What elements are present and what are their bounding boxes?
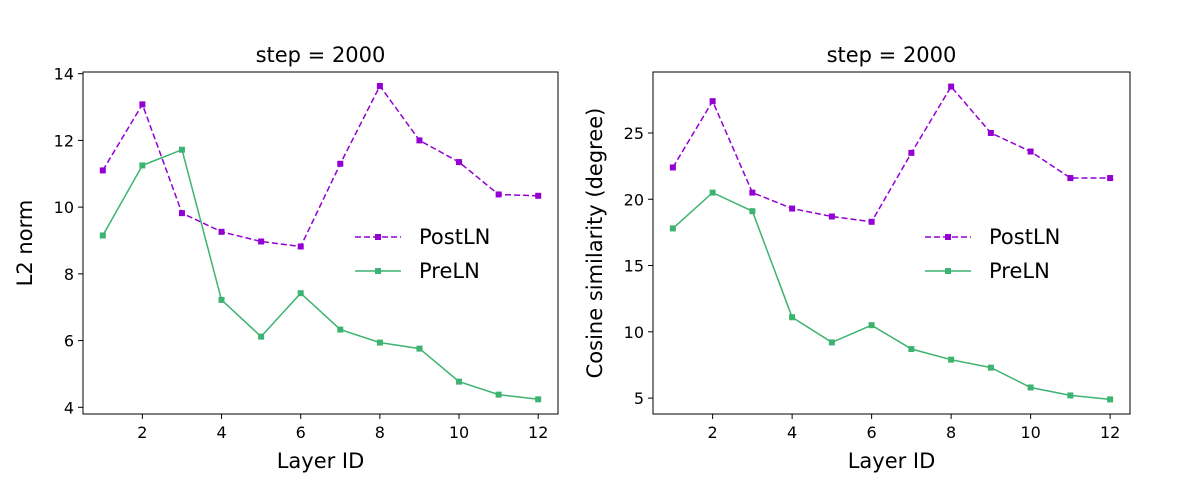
- chart-1-preln-point: [709, 189, 716, 196]
- chart-1-postln-point: [709, 98, 716, 105]
- chart-1-postln-point: [669, 164, 676, 171]
- chart-1-postln-point: [987, 129, 994, 136]
- chart-0-y-tick-label: 10: [54, 198, 74, 217]
- chart-1-y-tick-label: 15: [624, 257, 644, 276]
- chart-0-preln-point: [139, 162, 146, 169]
- chart-0-y-tick-label: 8: [64, 265, 74, 284]
- chart-0-postln-point: [99, 167, 106, 174]
- chart-1-preln-point: [868, 322, 875, 329]
- chart-1-postln-point: [1027, 148, 1034, 155]
- right-chart: step = 2000 2 4 6 8 10 12 5 10 15 20 25 Layer ID Cosi…: [583, 43, 1131, 473]
- chart-1-postln-point: [828, 213, 835, 220]
- chart-0-postln-point: [456, 159, 463, 166]
- chart-1-preln-point: [1027, 384, 1034, 391]
- chart-0-title: step = 2000: [256, 43, 386, 67]
- chart-0-postln-point: [416, 137, 423, 144]
- chart-0-legend-preln-label: PreLN: [419, 259, 480, 283]
- chart-1-x-tick-label: 4: [787, 423, 797, 442]
- chart-0-preln-line: [102, 148, 539, 401]
- chart-1-postln-point: [1107, 175, 1114, 182]
- chart-0-preln-point: [337, 326, 344, 333]
- chart-0-preln-point: [218, 296, 225, 303]
- chart-1-postln-point: [1067, 175, 1074, 182]
- chart-1-preln-line: [672, 191, 1111, 401]
- chart-1-postln-point: [908, 149, 915, 156]
- chart-1-x-tick-label: 2: [708, 423, 718, 442]
- chart-0-postln-point: [139, 101, 146, 108]
- chart-1-preln-point: [1107, 396, 1114, 403]
- chart-0-y-tick-label: 4: [64, 398, 74, 417]
- chart-1-x-tick-label: 6: [867, 423, 877, 442]
- chart-0-x-tick-label: 8: [375, 423, 385, 442]
- chart-1-postln-line: [672, 85, 1111, 223]
- chart-0-x-tick-label: 12: [528, 423, 548, 442]
- chart-0-x-tick-label: 10: [449, 423, 469, 442]
- chart-0-preln-point: [495, 391, 502, 398]
- chart-1-y-tick-label: 5: [634, 389, 644, 408]
- chart-1-preln-point: [828, 339, 835, 346]
- chart-0-y-tick-label: 14: [54, 65, 74, 84]
- chart-0-preln-point: [456, 378, 463, 385]
- chart-0-postln-point: [178, 210, 185, 217]
- chart-0-preln-point: [376, 339, 383, 346]
- chart-0-axes-frame: [82, 71, 559, 415]
- chart-0-postln-point: [258, 238, 265, 245]
- chart-0-y-axis-label: L2 norm: [13, 200, 37, 287]
- left-chart: step = 2000 2 4 6 8 10 12 4 6 8 10 12 14 Layer ID L2 n…: [13, 43, 559, 473]
- chart-0-postln-point: [218, 228, 225, 235]
- chart-1-title: step = 2000: [827, 43, 957, 67]
- chart-0-preln-point: [297, 290, 304, 297]
- chart-1-preln-point: [749, 208, 756, 215]
- chart-1-preln-point: [669, 225, 676, 232]
- chart-0-y-tick-label: 12: [54, 131, 74, 150]
- chart-0-preln-point: [416, 345, 423, 352]
- chart-1-x-tick-label: 12: [1100, 423, 1120, 442]
- chart-1-preln-point: [908, 346, 915, 353]
- chart-1-x-tick-label: 10: [1020, 423, 1040, 442]
- chart-1-legend-postln-label: PostLN: [989, 225, 1060, 249]
- chart-0-x-tick-label: 4: [216, 423, 226, 442]
- chart-0-postln-point: [337, 160, 344, 167]
- chart-0-preln-point: [258, 333, 265, 340]
- chart-1-legend-postln-marker: [945, 234, 951, 240]
- chart-0-legend-postln-label: PostLN: [419, 225, 490, 249]
- chart-1-y-tick-label: 25: [624, 124, 644, 143]
- chart-0-preln-point: [535, 396, 542, 403]
- chart-1-preln-point: [987, 364, 994, 371]
- chart-1-y-tick-label: 20: [624, 190, 644, 209]
- chart-1-axes-frame: [652, 71, 1131, 415]
- chart-1-x-axis-label: Layer ID: [848, 449, 936, 473]
- chart-0-legend-postln-marker: [375, 234, 381, 240]
- chart-1-legend-preln-marker: [945, 268, 951, 274]
- chart-0-postln-line: [102, 84, 539, 248]
- chart-1-postln-point: [749, 189, 756, 196]
- chart-0-postln-point: [495, 191, 502, 198]
- chart-1-postln-point: [789, 205, 796, 212]
- chart-1-legend-preln-label: PreLN: [989, 259, 1050, 283]
- chart-0-x-axis-label: Layer ID: [277, 449, 365, 473]
- chart-1-y-axis-label: Cosine similarity (degree): [583, 108, 607, 379]
- chart-1-preln-point: [948, 356, 955, 363]
- chart-0-x-tick-label: 2: [137, 423, 147, 442]
- chart-1-y-tick-label: 10: [624, 323, 644, 342]
- chart-0-y-tick-label: 6: [64, 332, 74, 351]
- chart-0-postln-point: [297, 243, 304, 250]
- chart-1-preln-point: [1067, 392, 1074, 399]
- chart-0-legend-preln-marker: [375, 268, 381, 274]
- chart-0-postln-point: [535, 192, 542, 199]
- chart-0-preln-point: [178, 146, 185, 153]
- chart-1-x-tick-label: 8: [946, 423, 956, 442]
- chart-0-postln-point: [376, 83, 383, 90]
- chart-1-postln-point: [868, 218, 875, 225]
- chart-1-postln-point: [948, 83, 955, 90]
- chart-1-preln-point: [789, 314, 796, 321]
- chart-0-x-tick-label: 6: [296, 423, 306, 442]
- chart-0-preln-point: [99, 232, 106, 239]
